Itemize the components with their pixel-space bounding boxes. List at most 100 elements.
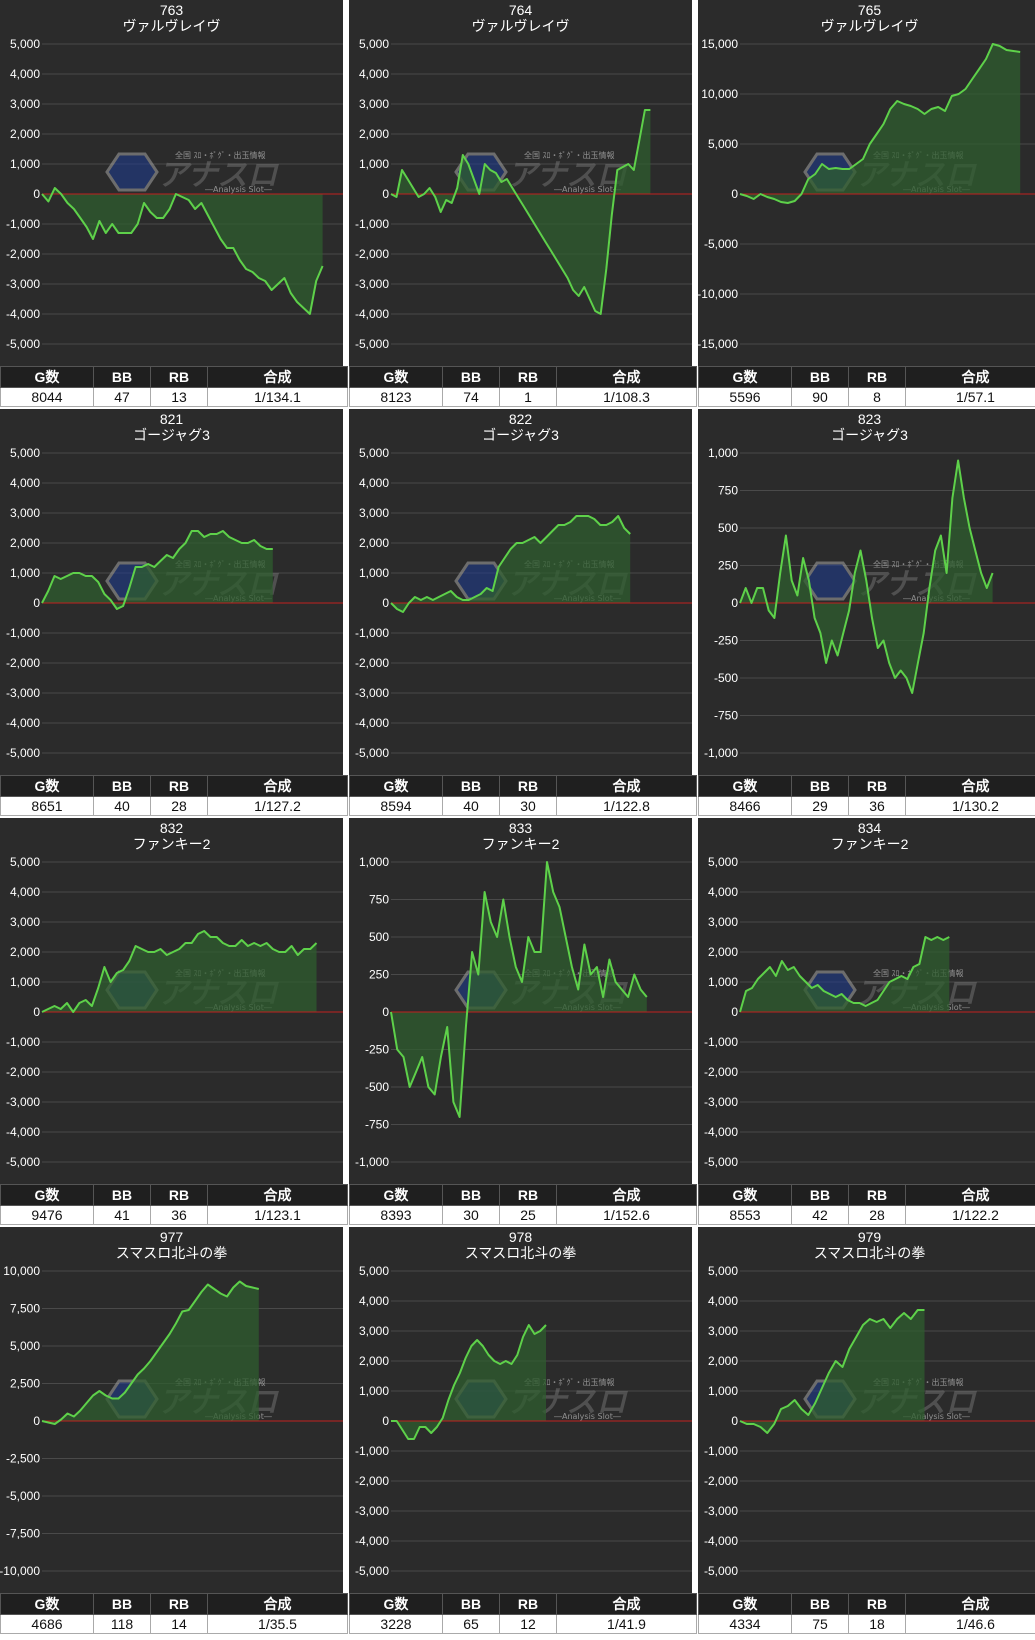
stat-games: 8123 (349, 387, 443, 407)
stats-header: RB (499, 1593, 557, 1615)
y-tick-label: 1,000 (708, 975, 738, 989)
chart-panel-764: 764 ヴァルヴレイヴ 5,000 4,000 3,000 2,000 1,000 0 -1,0… (349, 0, 697, 407)
chart-machine-name: ファンキー2 (133, 836, 211, 852)
stats-header: G数 (698, 1184, 792, 1206)
stats-header: RB (150, 366, 208, 388)
y-tick-label: 0 (731, 596, 738, 610)
series-area (391, 862, 647, 1117)
stat-bb: 118 (93, 1614, 151, 1634)
chart-number: 763 (160, 2, 184, 18)
y-tick-label: 2,000 (10, 127, 40, 141)
y-tick-label: -2,000 (6, 1065, 40, 1079)
stats-table: G数 BB RB 合成 8594 40 30 1/122.8 (349, 775, 697, 816)
y-tick-label: 1,000 (10, 566, 40, 580)
stats-header: 合成 (207, 775, 348, 797)
stats-header: BB (93, 1593, 151, 1615)
y-tick-label: -3,000 (704, 1504, 738, 1518)
y-tick-label: -5,000 (6, 337, 40, 351)
y-tick-label: 750 (718, 484, 738, 498)
stats-header: BB (93, 366, 151, 388)
watermark-text: アナスロ (507, 158, 628, 193)
y-tick-label: -5,000 (355, 1564, 389, 1578)
series-line (739, 936, 950, 1013)
watermark-top-text: 全国 ｽﾛ・ﾎﾟｸﾞ・出玉情報 (175, 150, 266, 160)
chart-panel-979: 979 スマスロ北斗の拳 5,000 4,000 3,000 2,000 1,000 0 -1,… (698, 1227, 1035, 1634)
y-tick-label: -2,500 (6, 1452, 40, 1466)
stat-bb: 65 (442, 1614, 500, 1634)
stat-rb: 12 (499, 1614, 557, 1634)
y-tick-label: -15,000 (698, 337, 738, 351)
stat-ratio: 1/123.1 (207, 1205, 348, 1225)
stat-games: 8553 (698, 1205, 792, 1225)
stats-header: 合成 (556, 775, 697, 797)
chart-machine-name: ゴージャグ3 (831, 427, 908, 443)
y-tick-label: 500 (369, 930, 389, 944)
y-tick-label: -1,000 (355, 1155, 389, 1169)
stats-header: BB (442, 1184, 500, 1206)
chart-panel-821: 821 ゴージャグ3 5,000 4,000 3,000 2,000 1,000 0 -1,00… (0, 409, 348, 816)
y-tick-label: 250 (718, 559, 738, 573)
stats-header: G数 (0, 366, 94, 388)
stats-header: RB (150, 1184, 208, 1206)
y-tick-label: 10,000 (3, 1264, 40, 1278)
chart-number: 978 (509, 1229, 533, 1245)
stat-games: 8594 (349, 796, 443, 816)
y-tick-label: -5,000 (6, 1155, 40, 1169)
y-tick-label: 3,000 (359, 1324, 389, 1338)
chart-machine-name: スマスロ北斗の拳 (465, 1245, 577, 1261)
y-tick-label: 5,000 (708, 855, 738, 869)
chart-panel-834: 834 ファンキー2 5,000 4,000 3,000 2,000 1,000 0 -1,00… (698, 818, 1035, 1225)
y-tick-label: 500 (718, 521, 738, 535)
stats-header: 合成 (905, 1184, 1035, 1206)
watermark-top-text: 全国 ｽﾛ・ﾎﾟｸﾞ・出玉情報 (524, 1377, 615, 1387)
y-tick-label: 0 (33, 1005, 40, 1019)
chart-panel-763: 763 ヴァルヴレイヴ 5,000 4,000 3,000 2,000 1,000 0 -1,0… (0, 0, 348, 407)
y-tick-label: -3,000 (6, 1095, 40, 1109)
stat-games: 9476 (0, 1205, 94, 1225)
y-tick-label: 0 (382, 187, 389, 201)
stat-rb: 28 (848, 1205, 906, 1225)
stat-rb: 1 (499, 387, 557, 407)
watermark-top-text: 全国 ｽﾛ・ﾎﾟｸﾞ・出玉情報 (873, 559, 964, 569)
stats-header: RB (848, 366, 906, 388)
y-tick-label: 2,000 (359, 536, 389, 550)
y-tick-label: -1,000 (6, 626, 40, 640)
y-tick-label: -1,000 (355, 626, 389, 640)
chart-panel-832: 832 ファンキー2 5,000 4,000 3,000 2,000 1,000 0 -1,00… (0, 818, 348, 1225)
series-line (739, 1309, 925, 1434)
chart-machine-name: ファンキー2 (831, 836, 909, 852)
series-line (41, 1280, 260, 1425)
stat-ratio: 1/122.2 (905, 1205, 1035, 1225)
y-tick-label: -750 (714, 709, 738, 723)
y-tick-label: 3,000 (708, 915, 738, 929)
chart-panel-822: 822 ゴージャグ3 5,000 4,000 3,000 2,000 1,000 0 -1,00… (349, 409, 697, 816)
stat-bb: 40 (93, 796, 151, 816)
y-tick-label: 3,000 (359, 506, 389, 520)
stats-header: G数 (698, 1593, 792, 1615)
chart-number: 823 (858, 411, 882, 427)
stat-ratio: 1/127.2 (207, 796, 348, 816)
series-area (42, 188, 323, 314)
y-tick-label: -2,000 (355, 1474, 389, 1488)
stats-header: G数 (349, 775, 443, 797)
y-tick-label: 2,000 (708, 1354, 738, 1368)
stats-header: G数 (349, 1184, 443, 1206)
chart-number: 832 (160, 820, 184, 836)
y-tick-label: -7,500 (6, 1527, 40, 1541)
series-area (391, 1325, 546, 1439)
y-tick-label: 5,000 (10, 446, 40, 460)
series-line (390, 861, 648, 1118)
stat-bb: 90 (791, 387, 849, 407)
y-tick-label: -1,000 (355, 1444, 389, 1458)
y-tick-label: 4,000 (359, 476, 389, 490)
stats-header: RB (499, 1184, 557, 1206)
stats-table: G数 BB RB 合成 8553 42 28 1/122.2 (698, 1184, 1035, 1225)
series-line (390, 515, 631, 613)
y-tick-label: 0 (731, 1414, 738, 1428)
